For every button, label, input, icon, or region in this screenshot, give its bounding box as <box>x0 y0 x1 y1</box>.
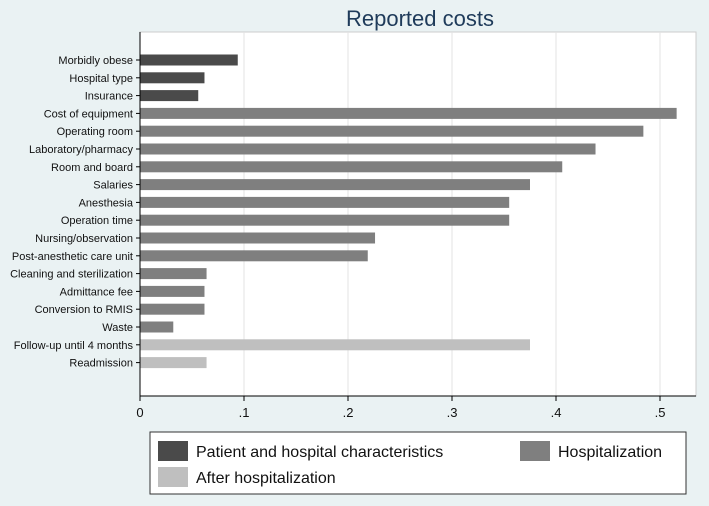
bar <box>140 214 510 226</box>
bar <box>140 179 530 191</box>
x-tick-label: .2 <box>343 405 354 420</box>
legend-swatch <box>158 441 188 461</box>
category-label: Readmission <box>69 358 133 370</box>
category-label: Room and board <box>51 162 133 174</box>
x-tick-label: .4 <box>551 405 562 420</box>
category-label: Cost of equipment <box>44 108 133 120</box>
plot-area <box>139 31 697 397</box>
category-labels: Morbidly obese Hospital type Insurance Cost… <box>10 55 140 370</box>
legend-label: Patient and hospital characteristics <box>196 444 443 461</box>
x-tick-label: .3 <box>447 405 458 420</box>
category-label: Admittance fee <box>60 286 133 298</box>
x-axis: 0 .1 .2 .3 .4 .5 <box>136 32 696 420</box>
category-label: Salaries <box>93 180 133 192</box>
bar <box>140 72 205 84</box>
category-label: Post-anesthetic care unit <box>12 251 133 263</box>
bar <box>140 125 644 137</box>
bar <box>140 232 376 244</box>
bar <box>140 321 174 333</box>
chart-title: Reported costs <box>346 6 494 31</box>
category-label: Operating room <box>57 126 133 138</box>
bars <box>140 54 677 369</box>
category-label: Nursing/observation <box>35 233 133 245</box>
bar <box>140 250 368 262</box>
legend-swatch <box>158 467 188 487</box>
legend-swatch <box>520 441 550 461</box>
gridlines <box>243 32 661 396</box>
bar <box>140 107 677 119</box>
category-label: Follow-up until 4 months <box>14 340 134 352</box>
category-label: Waste <box>102 322 133 334</box>
category-label: Hospital type <box>69 73 133 85</box>
category-label: Laboratory/pharmacy <box>29 144 133 156</box>
bar <box>140 54 238 66</box>
legend-label: After hospitalization <box>196 470 336 487</box>
legend <box>149 431 687 495</box>
category-label: Conversion to RMIS <box>35 304 133 316</box>
bar <box>140 268 207 280</box>
category-label: Insurance <box>85 91 133 103</box>
category-label: Operation time <box>61 215 133 227</box>
bar <box>140 339 530 351</box>
category-label: Cleaning and sterilization <box>10 269 133 281</box>
bar <box>140 357 207 369</box>
bar <box>140 196 510 208</box>
bar <box>140 285 205 297</box>
category-label: Morbidly obese <box>58 55 133 67</box>
bar <box>140 303 205 315</box>
x-tick-label: .5 <box>655 405 666 420</box>
legend-label: Hospitalization <box>558 444 662 461</box>
bar <box>140 143 596 155</box>
bar <box>140 161 563 173</box>
legend-entries: Patient and hospital characteristics Hosp… <box>158 441 662 487</box>
x-tick-label: .1 <box>239 405 250 420</box>
x-tick-label: 0 <box>136 405 143 420</box>
bar <box>140 90 199 102</box>
category-label: Anesthesia <box>79 197 134 209</box>
